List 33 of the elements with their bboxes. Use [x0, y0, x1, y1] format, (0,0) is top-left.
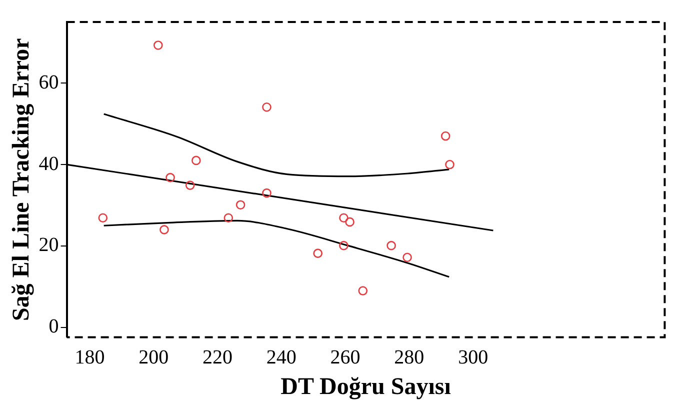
y-tick-label: 60: [38, 71, 59, 94]
y-axis-title: Sağ El Line Tracking Error: [8, 38, 35, 321]
point: [160, 225, 169, 234]
point: [358, 286, 368, 296]
x-tick-label: 200: [138, 346, 169, 368]
point: [445, 160, 454, 170]
x-tick-label: 280: [394, 346, 424, 368]
point: [224, 213, 234, 223]
x-tick-label: 300: [458, 346, 488, 368]
point: [345, 217, 354, 227]
point: [185, 180, 195, 190]
point: [313, 248, 322, 258]
y-tick-label: 20: [38, 234, 59, 256]
x-tick-label: 180: [74, 346, 105, 368]
point: [339, 240, 348, 250]
point: [262, 102, 272, 112]
point: [236, 200, 246, 210]
x-tick-label: 240: [266, 346, 296, 368]
y-tick-label: 40: [38, 152, 59, 175]
point: [402, 252, 412, 262]
x-axis-title: DT Doğru Sayısı: [280, 374, 452, 400]
point: [339, 213, 348, 223]
point: [98, 213, 108, 223]
y-tick-label: 0: [48, 316, 59, 338]
point: [192, 156, 201, 166]
point: [262, 188, 272, 198]
line-series: [103, 220, 450, 278]
point: [386, 240, 396, 250]
x-tick-label: 220: [202, 346, 233, 368]
point: [153, 40, 163, 50]
x-tick-label: 260: [330, 346, 360, 368]
point: [166, 172, 175, 182]
point: [440, 131, 450, 141]
